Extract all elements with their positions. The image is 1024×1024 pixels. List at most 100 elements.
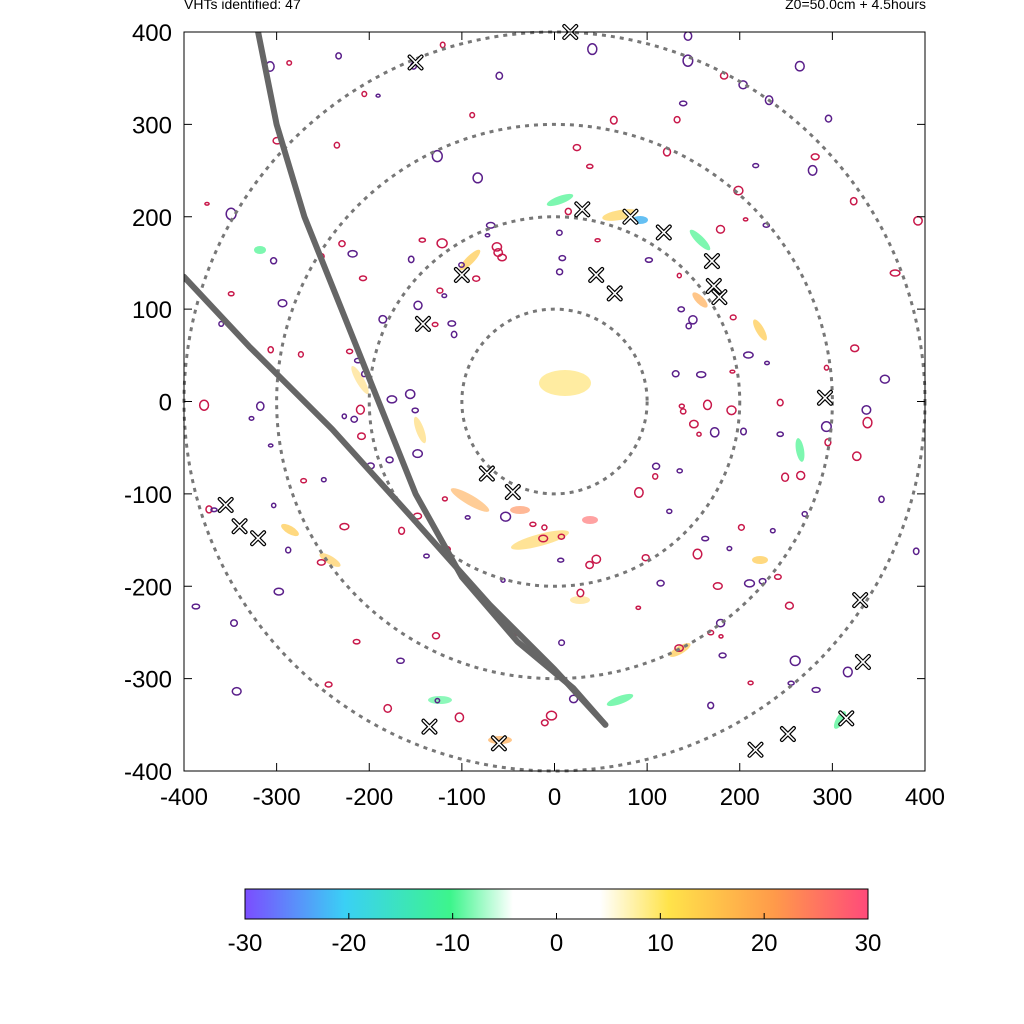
contour-ring bbox=[688, 419, 699, 429]
vht-marker bbox=[421, 718, 438, 735]
vht-marker bbox=[504, 484, 521, 501]
contour-ring bbox=[436, 287, 444, 294]
contour-ring bbox=[726, 545, 733, 552]
contour-ring bbox=[688, 314, 698, 325]
contour-ring bbox=[702, 399, 713, 411]
contour-ring bbox=[678, 100, 688, 107]
contour-ring bbox=[316, 558, 326, 566]
contour-ring bbox=[656, 579, 665, 587]
contour-ring bbox=[378, 314, 388, 324]
contour-ring bbox=[555, 268, 564, 276]
contour-ring bbox=[651, 462, 661, 471]
contour-ring bbox=[679, 408, 687, 415]
contour-ring bbox=[557, 533, 566, 540]
y-tick-label: 200 bbox=[132, 205, 172, 232]
contour-ring bbox=[350, 415, 359, 423]
contour-ring bbox=[269, 257, 278, 265]
y-tick-label: -400 bbox=[124, 759, 172, 786]
contour-ring bbox=[267, 346, 275, 354]
contour-ring bbox=[450, 330, 458, 339]
contour-ring bbox=[458, 261, 465, 268]
vht-marker-core bbox=[839, 711, 854, 726]
colorbar-tick-label: 30 bbox=[855, 930, 882, 957]
contour-ring bbox=[484, 233, 491, 238]
vht-marker-core bbox=[416, 317, 430, 331]
contour-ring bbox=[355, 404, 366, 415]
vht-marker bbox=[574, 201, 591, 218]
vht-marker-core bbox=[455, 268, 469, 282]
contour-ring bbox=[842, 666, 853, 678]
contour-ring bbox=[651, 472, 659, 480]
contour-ring bbox=[784, 601, 795, 610]
contour-ring bbox=[464, 514, 471, 520]
x-tick-label: -100 bbox=[438, 784, 486, 811]
vht-marker-core bbox=[707, 279, 721, 293]
vht-marker bbox=[217, 496, 234, 513]
contour-ring bbox=[764, 95, 774, 106]
contour-ring bbox=[227, 291, 235, 297]
contour-ring bbox=[431, 632, 441, 640]
contour-ring bbox=[436, 238, 448, 249]
contour-ring bbox=[591, 554, 602, 564]
contour-ring bbox=[441, 293, 448, 299]
contour-ring bbox=[558, 639, 566, 647]
contour-ring bbox=[862, 416, 873, 429]
depth-time-label: Z0=50.0cm + 4.5hours bbox=[785, 0, 926, 12]
contour-ring bbox=[743, 579, 756, 588]
tracks bbox=[184, 32, 609, 728]
contour-ring bbox=[824, 438, 832, 447]
contour-ring bbox=[633, 486, 644, 499]
contour-ring bbox=[493, 247, 504, 258]
contour-ring bbox=[685, 322, 693, 330]
contour-ring bbox=[715, 224, 726, 234]
contour-ring bbox=[491, 242, 503, 252]
contour-ring bbox=[776, 398, 784, 407]
contour-rings bbox=[191, 32, 923, 727]
contour-ring bbox=[666, 508, 673, 515]
x-tick-label: 400 bbox=[905, 784, 945, 811]
vht-marker bbox=[852, 592, 869, 609]
contour-ring bbox=[273, 587, 285, 596]
vht-marker bbox=[588, 266, 605, 283]
vht-marker-core bbox=[607, 286, 622, 301]
contour-ring bbox=[889, 269, 901, 277]
contour-ring bbox=[454, 712, 465, 723]
x-tick-label: -400 bbox=[160, 784, 208, 811]
contour-ring bbox=[715, 618, 726, 628]
contour-ring bbox=[270, 502, 277, 509]
vht-marker-core bbox=[251, 531, 265, 546]
vht-marker bbox=[779, 726, 796, 743]
vht-marker-core bbox=[480, 466, 494, 481]
vht-marker-core bbox=[506, 485, 520, 499]
colorbar-ticks: -30 -20 -10 0 10 20 30 bbox=[228, 913, 882, 957]
contour-ring bbox=[810, 153, 820, 161]
contour-ring bbox=[338, 240, 346, 248]
contour-ring bbox=[742, 351, 754, 359]
vht-marker bbox=[407, 54, 424, 71]
contour-ring bbox=[255, 401, 265, 412]
contour-ring bbox=[676, 272, 683, 279]
contour-ring bbox=[413, 300, 423, 311]
vht-count-label: VHTs identified: 47 bbox=[184, 0, 301, 12]
contour-ring bbox=[210, 507, 218, 513]
contour-ring bbox=[404, 388, 416, 400]
x-tick-label: -200 bbox=[345, 784, 393, 811]
contour-ring bbox=[469, 111, 476, 119]
vht-marker-core bbox=[656, 225, 671, 240]
contour-ring bbox=[729, 314, 737, 321]
contour-ring bbox=[339, 522, 350, 531]
contour-ring bbox=[733, 185, 744, 196]
contour-ring bbox=[383, 703, 393, 713]
vht-marker bbox=[490, 735, 507, 752]
contour-ring bbox=[718, 652, 727, 659]
contour-ring bbox=[673, 115, 681, 124]
vht-marker bbox=[747, 741, 764, 758]
contour-ring bbox=[641, 553, 650, 562]
vht-marker bbox=[231, 518, 248, 535]
contour-ring bbox=[423, 553, 430, 559]
vht-markers bbox=[217, 24, 871, 758]
vht-marker-core bbox=[748, 742, 763, 757]
contour-ring bbox=[347, 249, 358, 258]
contour-ring bbox=[585, 163, 594, 170]
contour-ring bbox=[807, 164, 818, 176]
